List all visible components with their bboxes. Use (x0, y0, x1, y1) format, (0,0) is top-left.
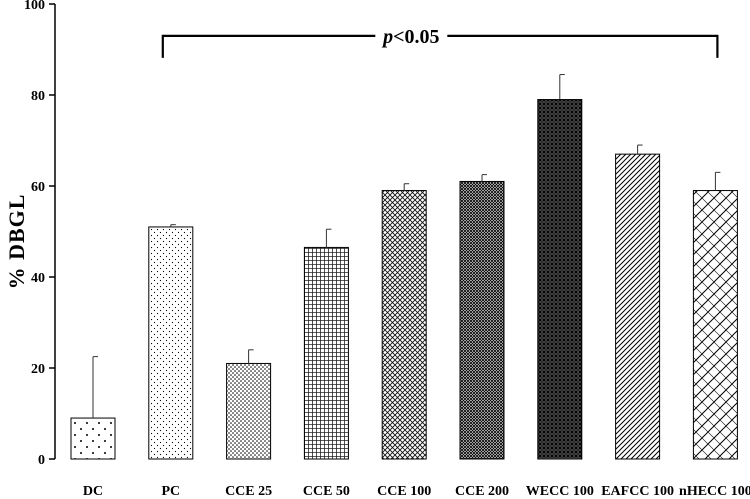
x-tick-label: EAFCC 100 (601, 484, 674, 499)
bar (381, 190, 427, 460)
x-tick-label: CCE 50 (303, 484, 350, 499)
y-tick-label: 60 (31, 180, 45, 195)
x-tick-label: CCE 25 (225, 484, 272, 499)
significance-annotation: p<0.05 (161, 26, 719, 58)
x-tick-label: CCE 200 (455, 484, 509, 499)
bar (615, 153, 661, 460)
y-axis-label: % DBGL (4, 194, 29, 290)
y-tick-label: 20 (31, 362, 45, 377)
bar (226, 362, 272, 460)
x-tick-label: DC (83, 484, 103, 499)
bar (459, 180, 505, 460)
y-tick-label: 40 (31, 271, 45, 286)
x-axis-labels: DC PC CCE 25 CCE 50 CCE 100 CCE 200 WECC 100 EA… (83, 484, 750, 499)
y-tick-label: 80 (31, 89, 45, 104)
significance-text: p<0.05 (381, 26, 439, 48)
bar (303, 246, 349, 460)
y-axis: 0 20 40 60 80 100 (24, 0, 56, 468)
x-tick-label: nHECC 100 (679, 484, 750, 499)
bar (70, 417, 116, 460)
y-tick-label: 100 (24, 0, 45, 13)
bars (70, 74, 738, 460)
bar (148, 226, 194, 460)
y-tick-label: 0 (38, 453, 45, 468)
bar (537, 99, 583, 460)
bar (692, 190, 738, 460)
significance-p: p (381, 26, 393, 48)
x-tick-label: PC (161, 484, 180, 499)
x-tick-label: CCE 100 (377, 484, 431, 499)
significance-threshold: <0.05 (393, 26, 439, 48)
x-tick-label: WECC 100 (526, 484, 594, 499)
